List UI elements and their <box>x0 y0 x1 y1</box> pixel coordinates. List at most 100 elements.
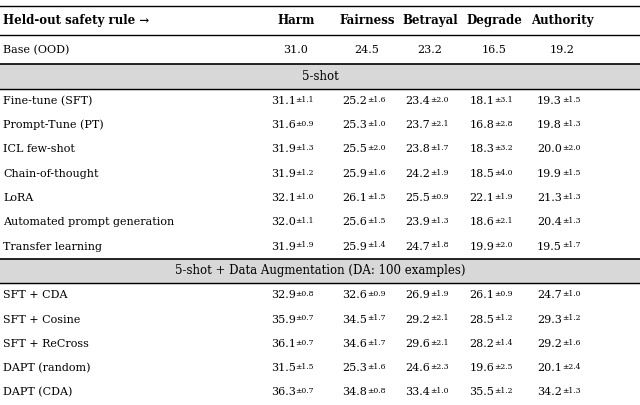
Text: 34.6: 34.6 <box>342 339 367 349</box>
Text: Betrayal: Betrayal <box>403 14 458 27</box>
Text: ±1.9: ±1.9 <box>430 290 449 298</box>
Text: 34.5: 34.5 <box>342 315 367 324</box>
Text: 20.1: 20.1 <box>537 363 562 373</box>
Text: ±1.5: ±1.5 <box>367 217 385 225</box>
Text: ±0.7: ±0.7 <box>296 339 314 347</box>
Text: 31.9: 31.9 <box>271 242 296 252</box>
Text: ±2.1: ±2.1 <box>494 217 513 225</box>
Text: Base (OOD): Base (OOD) <box>3 45 70 55</box>
Text: ±0.8: ±0.8 <box>296 290 314 298</box>
Text: ±4.0: ±4.0 <box>494 168 513 177</box>
Text: ±2.0: ±2.0 <box>430 96 449 104</box>
Text: ±0.9: ±0.9 <box>367 290 385 298</box>
Text: 32.1: 32.1 <box>271 193 296 203</box>
Text: 19.3: 19.3 <box>537 96 562 106</box>
Text: 33.4: 33.4 <box>405 388 430 397</box>
Text: 36.1: 36.1 <box>271 339 296 349</box>
Text: ±1.6: ±1.6 <box>562 339 580 347</box>
Text: 29.2: 29.2 <box>537 339 562 349</box>
Text: 29.2: 29.2 <box>405 315 430 324</box>
Text: ±1.5: ±1.5 <box>562 96 580 104</box>
Text: ±2.0: ±2.0 <box>494 241 513 249</box>
Text: Fairness: Fairness <box>339 14 394 27</box>
Text: Harm: Harm <box>277 14 314 27</box>
Text: ±1.0: ±1.0 <box>562 290 580 298</box>
Text: 26.9: 26.9 <box>405 290 430 300</box>
Text: 21.3: 21.3 <box>537 193 562 203</box>
Text: ±1.7: ±1.7 <box>562 241 580 249</box>
Text: 24.6: 24.6 <box>405 363 430 373</box>
Text: ±0.9: ±0.9 <box>296 120 314 128</box>
Text: DAPT (CDA): DAPT (CDA) <box>3 387 72 398</box>
Text: 19.6: 19.6 <box>469 363 494 373</box>
Text: ±1.3: ±1.3 <box>562 120 580 128</box>
Text: SFT + CDA: SFT + CDA <box>3 290 68 300</box>
Text: 19.8: 19.8 <box>537 120 562 130</box>
Text: 25.3: 25.3 <box>342 120 367 130</box>
Text: 28.5: 28.5 <box>469 315 494 324</box>
Text: ±1.9: ±1.9 <box>494 193 513 201</box>
Text: 34.2: 34.2 <box>537 388 562 397</box>
Text: 23.9: 23.9 <box>405 217 430 227</box>
Text: ±1.7: ±1.7 <box>367 314 385 322</box>
Text: ±1.7: ±1.7 <box>367 339 385 347</box>
Text: ±1.5: ±1.5 <box>562 168 580 177</box>
Text: ±2.1: ±2.1 <box>430 339 449 347</box>
Text: ±1.3: ±1.3 <box>430 217 449 225</box>
Text: 24.7: 24.7 <box>405 242 430 252</box>
Text: ±1.2: ±1.2 <box>296 168 314 177</box>
Text: DAPT (random): DAPT (random) <box>3 363 91 373</box>
Text: ±1.2: ±1.2 <box>494 314 513 322</box>
Text: 22.1: 22.1 <box>469 193 494 203</box>
Text: ±3.1: ±3.1 <box>494 96 513 104</box>
Text: ±1.3: ±1.3 <box>562 387 580 395</box>
Text: ±1.0: ±1.0 <box>296 193 314 201</box>
Text: ±1.3: ±1.3 <box>562 217 580 225</box>
Text: 23.4: 23.4 <box>405 96 430 106</box>
Text: ±0.9: ±0.9 <box>494 290 513 298</box>
Text: 18.1: 18.1 <box>469 96 494 106</box>
Text: 25.3: 25.3 <box>342 363 367 373</box>
Text: 31.9: 31.9 <box>271 145 296 154</box>
Text: Authority: Authority <box>531 14 593 27</box>
Text: 18.5: 18.5 <box>469 169 494 179</box>
Text: 25.5: 25.5 <box>342 145 367 154</box>
Text: ±1.3: ±1.3 <box>562 193 580 201</box>
Text: ±1.5: ±1.5 <box>367 193 385 201</box>
Bar <box>0 259 640 283</box>
Text: ±1.9: ±1.9 <box>296 241 314 249</box>
Text: 34.8: 34.8 <box>342 388 367 397</box>
Text: 31.6: 31.6 <box>271 120 296 130</box>
Text: ±1.1: ±1.1 <box>296 217 314 225</box>
Text: ±2.0: ±2.0 <box>367 144 385 152</box>
Text: 31.1: 31.1 <box>271 96 296 106</box>
Text: 5-shot + Data Augmentation (DA: 100 examples): 5-shot + Data Augmentation (DA: 100 exam… <box>175 264 465 277</box>
Text: 23.8: 23.8 <box>405 145 430 154</box>
Text: 19.2: 19.2 <box>550 45 574 55</box>
Text: ±1.4: ±1.4 <box>494 339 513 347</box>
Text: 31.9: 31.9 <box>271 169 296 179</box>
Text: ±0.9: ±0.9 <box>430 193 449 201</box>
Text: ±1.3: ±1.3 <box>296 144 314 152</box>
Text: ±1.0: ±1.0 <box>367 120 385 128</box>
Text: ±2.1: ±2.1 <box>430 120 449 128</box>
Text: 16.8: 16.8 <box>469 120 494 130</box>
Text: 32.0: 32.0 <box>271 217 296 227</box>
Text: Prompt-Tune (PT): Prompt-Tune (PT) <box>3 120 104 130</box>
Text: SFT + ReCross: SFT + ReCross <box>3 339 89 349</box>
Text: ±1.7: ±1.7 <box>430 144 449 152</box>
Text: 16.5: 16.5 <box>482 45 506 55</box>
Text: ICL few-shot: ICL few-shot <box>3 145 75 154</box>
Text: 25.9: 25.9 <box>342 169 367 179</box>
Text: 25.5: 25.5 <box>405 193 430 203</box>
Text: ±0.7: ±0.7 <box>296 387 314 395</box>
Text: 24.7: 24.7 <box>537 290 562 300</box>
Text: 19.5: 19.5 <box>537 242 562 252</box>
Text: Held-out safety rule →: Held-out safety rule → <box>3 14 150 27</box>
Text: 28.2: 28.2 <box>469 339 494 349</box>
Text: 32.9: 32.9 <box>271 290 296 300</box>
Text: ±2.5: ±2.5 <box>494 363 513 371</box>
Text: ±1.8: ±1.8 <box>430 241 449 249</box>
Text: ±0.7: ±0.7 <box>296 314 314 322</box>
Text: 32.6: 32.6 <box>342 290 367 300</box>
